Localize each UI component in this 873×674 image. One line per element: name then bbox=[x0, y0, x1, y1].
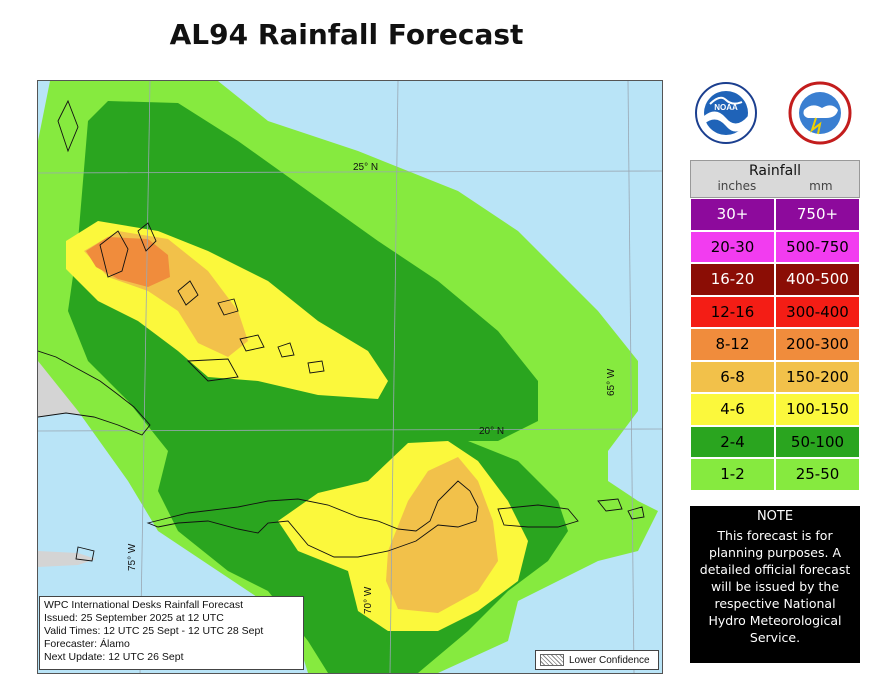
note-body: This forecast is for planning purposes. … bbox=[699, 528, 851, 645]
legend-header: Rainfall inches mm bbox=[690, 160, 860, 198]
coastlines bbox=[38, 99, 645, 562]
info-line-issued: Issued: 25 September 2025 at 12 UTC bbox=[44, 612, 224, 624]
legend-cell-inches: 4-6 bbox=[690, 393, 775, 426]
legend-row: 30+ 750+ bbox=[690, 198, 860, 231]
lat-20-label: 20° N bbox=[479, 426, 504, 437]
rain-zone-6-8-south bbox=[386, 457, 498, 613]
legend-row: 2-4 50-100 bbox=[690, 425, 860, 458]
legend-cell-mm: 150-200 bbox=[775, 360, 860, 393]
graticule-line bbox=[139, 81, 151, 673]
legend-cell-inches: 30+ bbox=[690, 198, 775, 231]
legend-unit-inches: inches bbox=[717, 179, 757, 193]
forecast-info-box: WPC International Desks Rainfall Forecas… bbox=[39, 596, 304, 670]
legend-cell-inches: 20-30 bbox=[690, 230, 775, 263]
legend-unit-mm: mm bbox=[809, 179, 833, 193]
legend-row: 8-12 200-300 bbox=[690, 328, 860, 361]
rainfall-map: 25° N 20° N 75° W 70° W 65° W bbox=[37, 80, 663, 674]
legend-cell-inches: 12-16 bbox=[690, 295, 775, 328]
nws-logo-icon bbox=[788, 81, 852, 145]
graticule-line bbox=[627, 81, 635, 673]
legend-cell-inches: 6-8 bbox=[690, 360, 775, 393]
page-title: AL94 Rainfall Forecast bbox=[169, 18, 524, 51]
hatch-swatch-icon bbox=[540, 654, 564, 666]
graticule-line bbox=[38, 428, 662, 432]
legend-title: Rainfall bbox=[748, 163, 802, 179]
legend-cell-mm: 100-150 bbox=[775, 393, 860, 426]
legend-cell-mm: 500-750 bbox=[775, 230, 860, 263]
map-canvas: 25° N 20° N 75° W 70° W 65° W bbox=[38, 81, 662, 673]
info-line-forecaster: Forecaster: Álamo bbox=[44, 638, 130, 650]
legend-row: 16-20 400-500 bbox=[690, 263, 860, 296]
rain-zone-8-12 bbox=[86, 237, 170, 287]
lon-70-label: 70° W bbox=[363, 586, 374, 614]
lon-75-label: 75° W bbox=[127, 543, 138, 571]
noaa-logo-text: NOAA bbox=[714, 103, 738, 112]
land-jamaica bbox=[38, 551, 96, 567]
legend-cell-mm: 50-100 bbox=[775, 425, 860, 458]
legend-row: 1-2 25-50 bbox=[690, 458, 860, 491]
legend-cell-mm: 25-50 bbox=[775, 458, 860, 491]
lon-65-label: 65° W bbox=[606, 368, 617, 396]
legend-row: 4-6 100-150 bbox=[690, 393, 860, 426]
noaa-logo-icon: NOAA bbox=[695, 82, 757, 144]
legend-row: 6-8 150-200 bbox=[690, 360, 860, 393]
legend-cell-inches: 2-4 bbox=[690, 425, 775, 458]
graticule bbox=[38, 81, 662, 673]
lower-confidence-label: Lower Confidence bbox=[569, 654, 650, 666]
legend-cell-mm: 750+ bbox=[775, 198, 860, 231]
lower-confidence-key: Lower Confidence bbox=[535, 650, 659, 670]
info-line-valid: Valid Times: 12 UTC 25 Sept - 12 UTC 28 … bbox=[44, 625, 264, 637]
legend-cell-mm: 300-400 bbox=[775, 295, 860, 328]
legend-cell-mm: 400-500 bbox=[775, 263, 860, 296]
agency-logos: NOAA bbox=[690, 80, 860, 146]
legend-row: 12-16 300-400 bbox=[690, 295, 860, 328]
legend-cell-inches: 8-12 bbox=[690, 328, 775, 361]
note-box: NOTE This forecast is for planning purpo… bbox=[690, 506, 860, 663]
legend-cell-inches: 16-20 bbox=[690, 263, 775, 296]
info-line-product: WPC International Desks Rainfall Forecas… bbox=[44, 599, 243, 611]
graticule-line bbox=[38, 170, 662, 174]
rainfall-legend: Rainfall inches mm 30+ 750+ 20-30 500-750 16… bbox=[690, 160, 860, 491]
legend-cell-inches: 1-2 bbox=[690, 458, 775, 491]
legend-cell-mm: 200-300 bbox=[775, 328, 860, 361]
legend-row: 20-30 500-750 bbox=[690, 230, 860, 263]
note-heading: NOTE bbox=[756, 509, 794, 524]
lat-25-label: 25° N bbox=[353, 162, 378, 173]
graticule-line bbox=[389, 81, 399, 673]
info-line-next-update: Next Update: 12 UTC 26 Sept bbox=[44, 651, 184, 663]
